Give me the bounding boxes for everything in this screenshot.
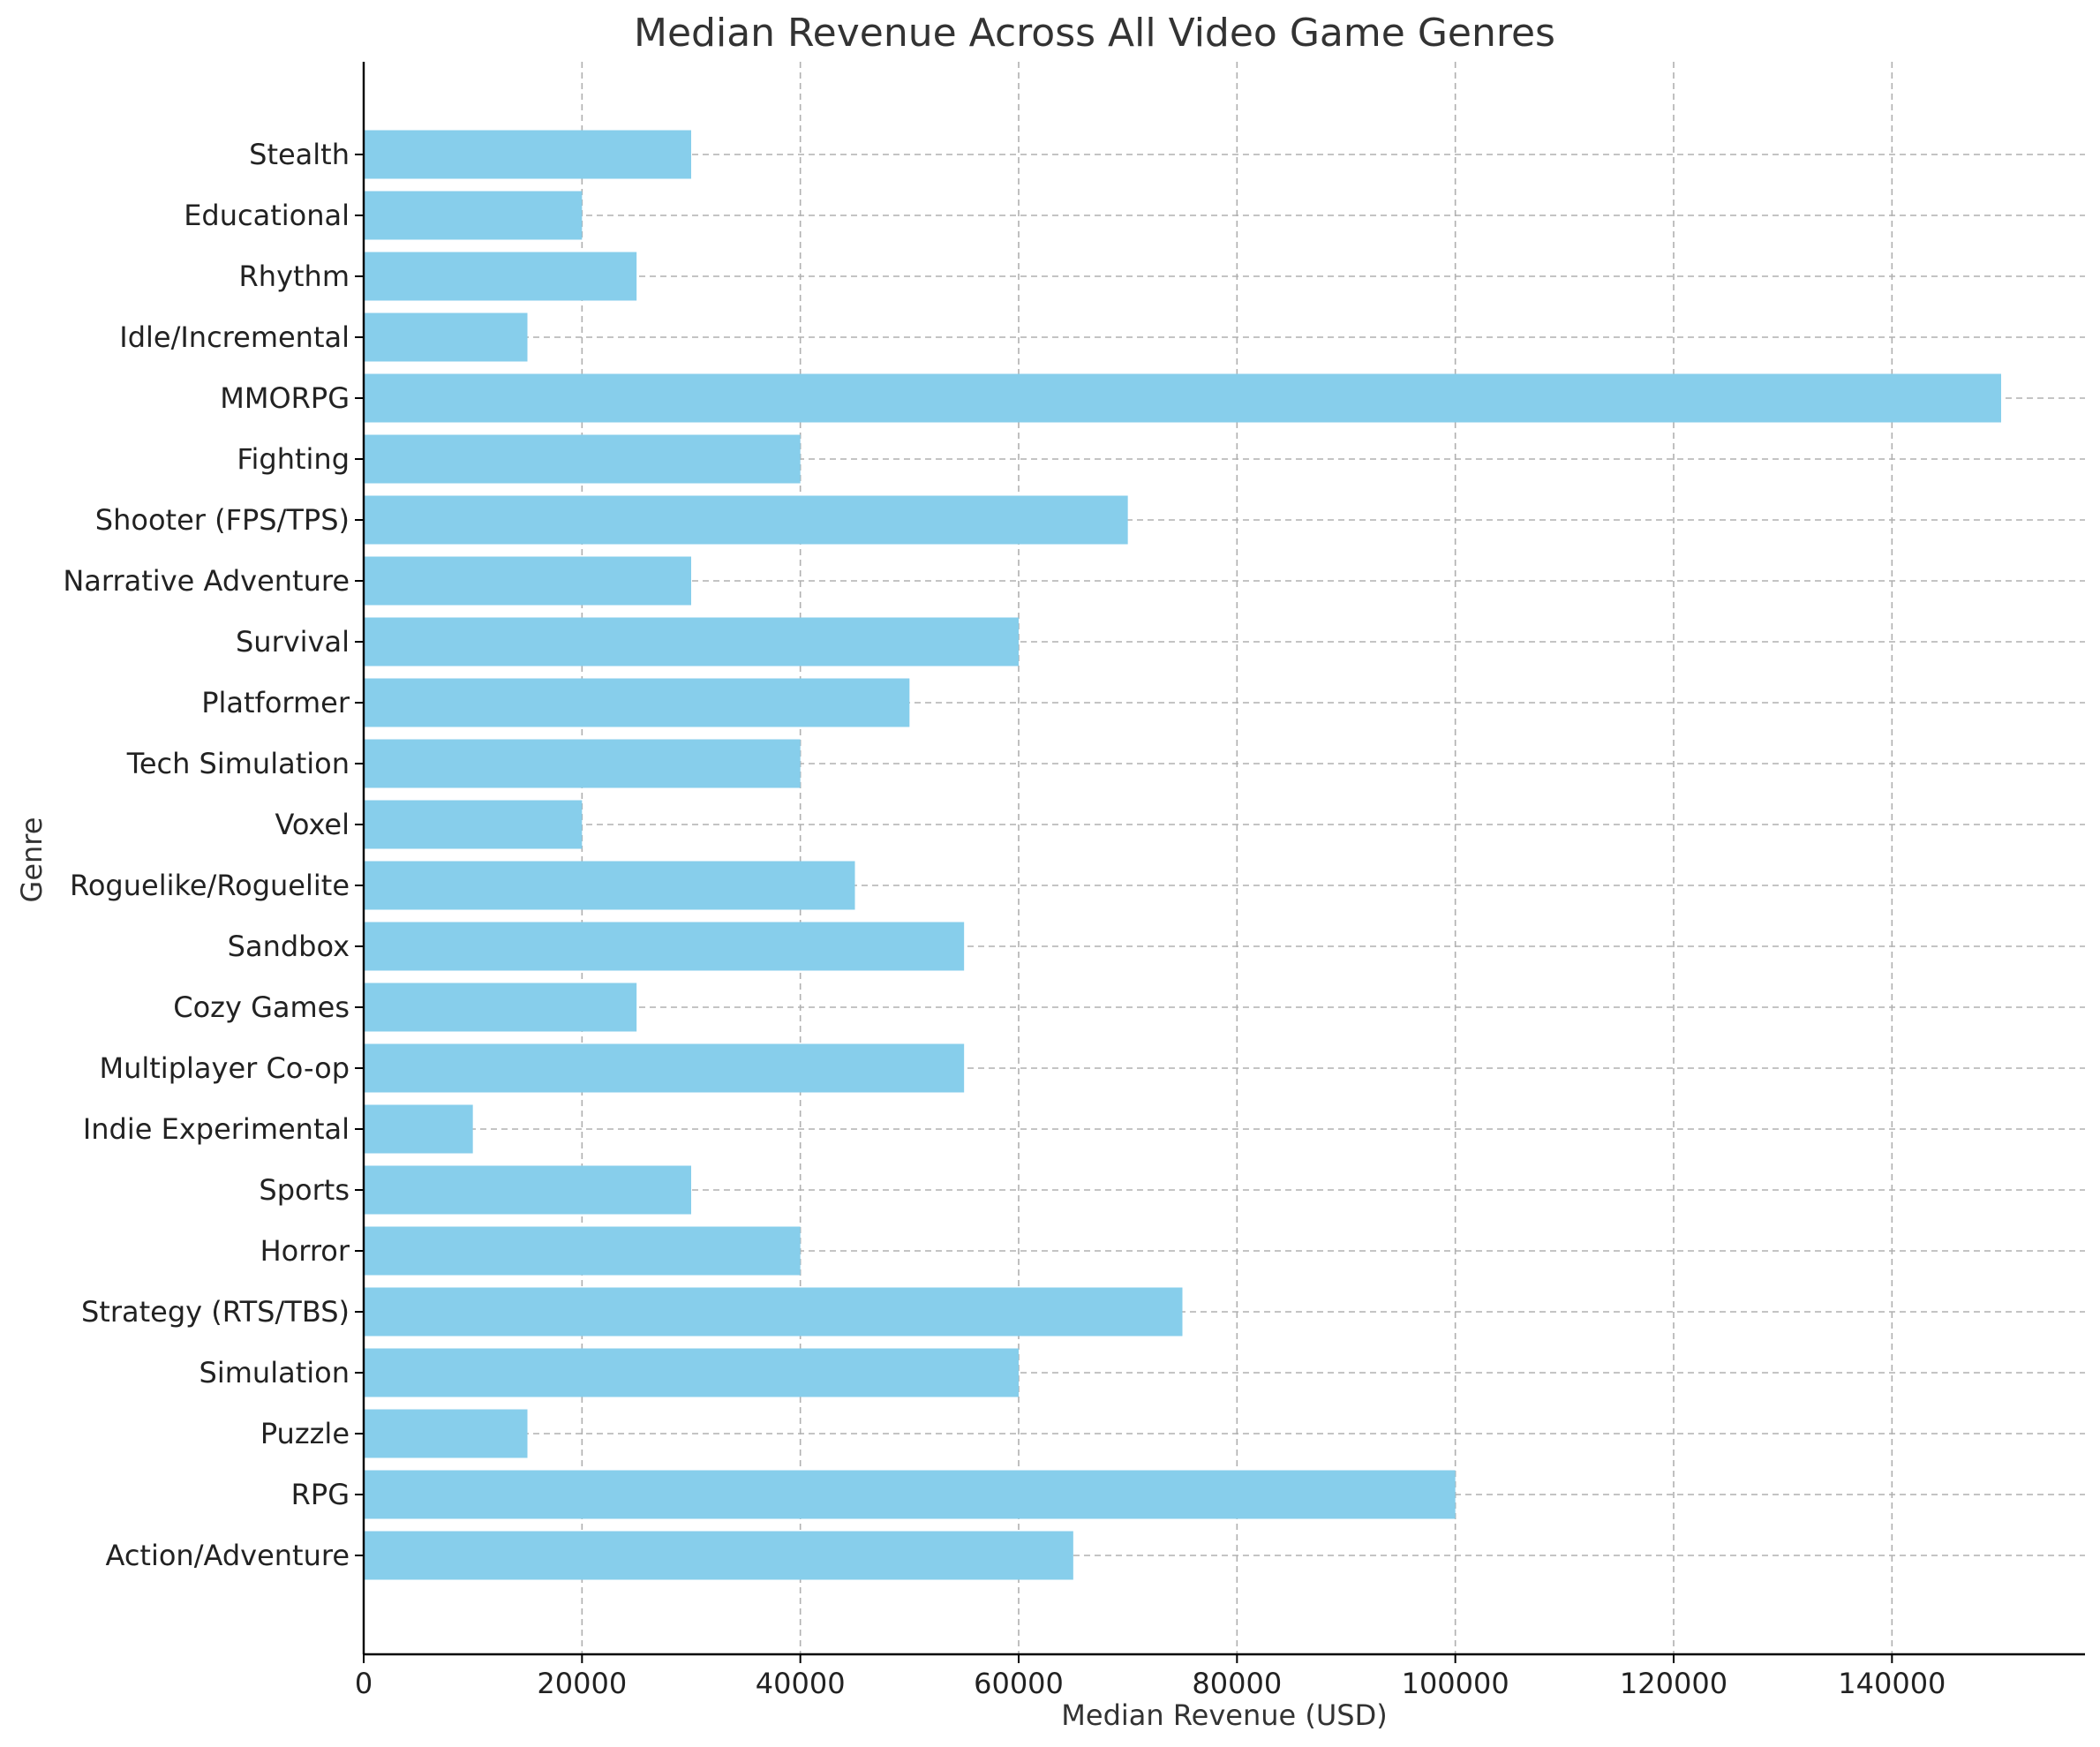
bar (364, 556, 691, 606)
y-tick-label: Tech Simulation (126, 747, 350, 780)
y-tick-label: Sandbox (228, 930, 350, 963)
y-tick-label: MMORPG (220, 381, 350, 415)
bar (364, 1287, 1183, 1337)
y-tick-label: Cozy Games (173, 990, 350, 1024)
y-tick-label: Educational (184, 199, 350, 232)
x-tick-label: 60000 (974, 1667, 1064, 1700)
bar (364, 1043, 965, 1093)
bar (364, 495, 1128, 545)
y-tick-label: Fighting (237, 442, 350, 476)
y-ticks: Action/Adventure RPG Puzzle Simulation Strat… (63, 138, 364, 1572)
y-tick-label: Multiplayer Co-op (99, 1051, 350, 1085)
bar (364, 617, 1019, 666)
chart-title: Median Revenue Across All Video Game Gen… (634, 11, 1555, 56)
bar (364, 313, 528, 362)
bar (364, 373, 2001, 423)
y-tick-label: Stealth (249, 138, 350, 171)
y-tick-label: Action/Adventure (105, 1539, 350, 1572)
y-tick-label: Sports (259, 1173, 350, 1207)
bar (364, 1470, 1456, 1519)
y-tick-label: Roguelike/Roguelite (70, 869, 350, 902)
x-tick-label: 40000 (756, 1667, 846, 1700)
x-axis-label: Median Revenue (USD) (1061, 1698, 1387, 1732)
x-tick-label: 20000 (537, 1667, 627, 1700)
y-tick-label: Voxel (275, 808, 350, 841)
y-tick-label: Narrative Adventure (63, 564, 350, 598)
bar (364, 191, 583, 240)
bar (364, 1226, 801, 1276)
bar (364, 983, 637, 1032)
axes (362, 62, 2085, 1656)
bar (364, 434, 801, 484)
y-tick-label: Rhythm (239, 260, 350, 293)
y-tick-label: Simulation (199, 1356, 350, 1389)
bar (364, 678, 910, 727)
bar (364, 1348, 1019, 1397)
y-tick-label: Shooter (FPS/TPS) (95, 503, 350, 537)
bar (364, 1104, 473, 1154)
x-tick-label: 140000 (1838, 1667, 1946, 1700)
bar (364, 130, 691, 179)
x-tick-label: 0 (355, 1667, 373, 1700)
x-tick-label: 100000 (1402, 1667, 1509, 1700)
y-tick-label: Puzzle (260, 1417, 350, 1450)
y-tick-label: Strategy (RTS/TBS) (81, 1295, 350, 1329)
bar (364, 1165, 691, 1215)
bar (364, 861, 855, 910)
bars (364, 130, 2001, 1580)
bar (364, 922, 965, 971)
x-tick-label: 120000 (1620, 1667, 1727, 1700)
y-tick-label: RPG (291, 1478, 350, 1511)
bar (364, 1409, 528, 1458)
y-tick-label: Platformer (201, 686, 350, 719)
x-tick-label: 80000 (1192, 1667, 1282, 1700)
grid (363, 62, 2085, 1654)
bar (364, 1531, 1073, 1580)
y-tick-label: Indie Experimental (83, 1112, 350, 1146)
y-tick-label: Horror (260, 1234, 350, 1268)
bar (364, 800, 583, 849)
y-axis-label: Genre (15, 817, 49, 903)
bar (364, 739, 801, 788)
y-tick-label: Survival (236, 625, 350, 659)
x-ticks: 0 20000 40000 60000 80000 100000 120000 140000 (355, 1654, 1946, 1700)
bar (364, 252, 637, 301)
y-tick-label: Idle/Incremental (119, 320, 350, 354)
